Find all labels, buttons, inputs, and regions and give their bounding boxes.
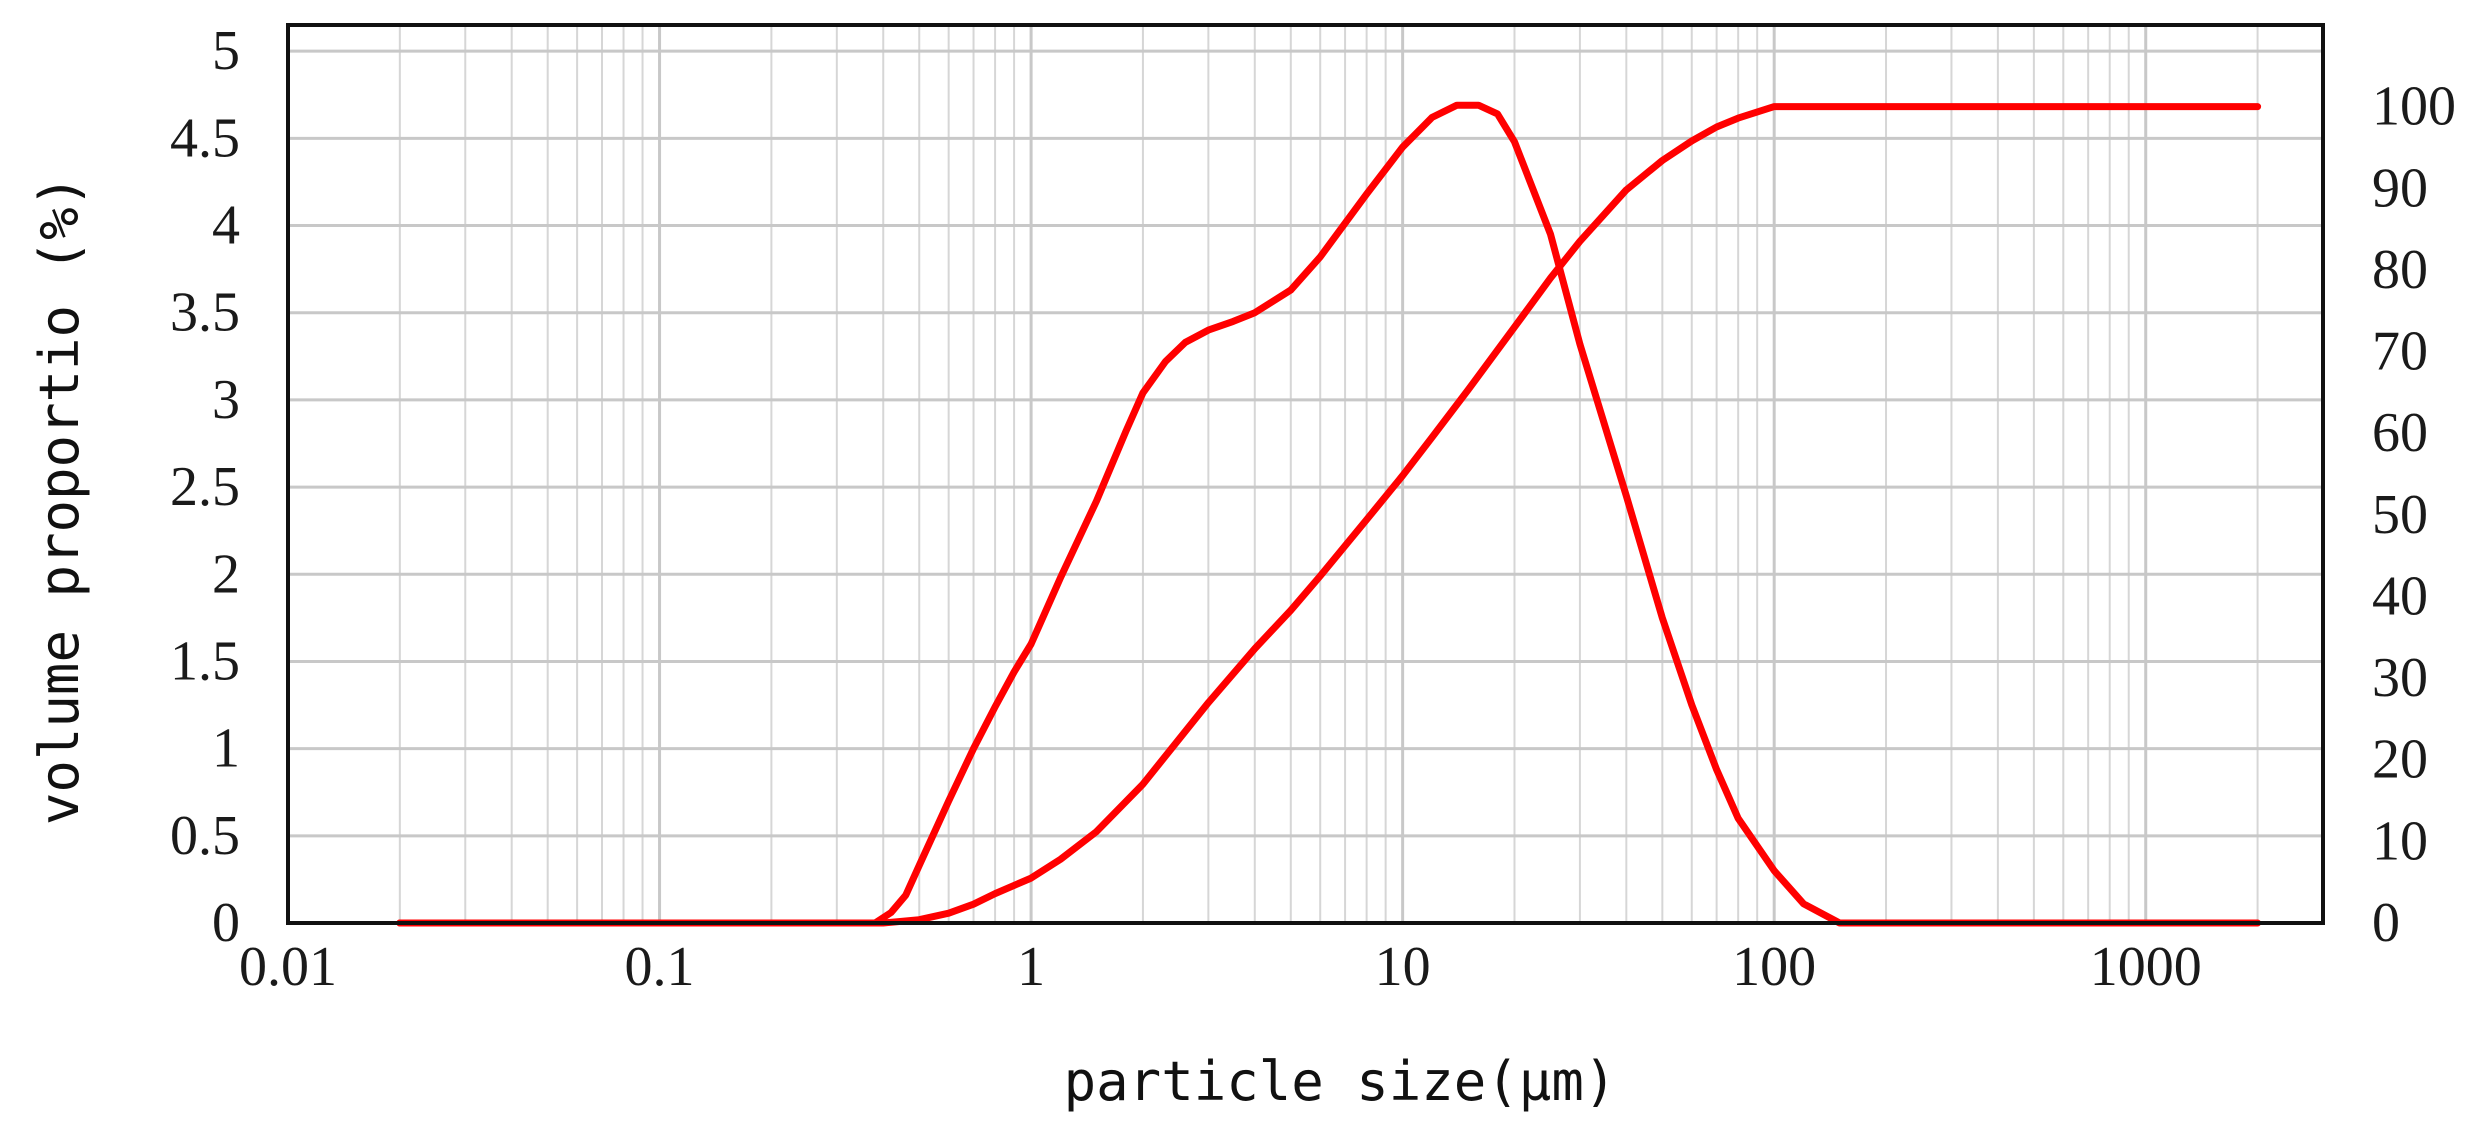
y2-tick-label: 30 (2372, 647, 2428, 709)
y2-tick-label: 40 (2372, 565, 2428, 627)
distribution-curve (396, 101, 2262, 927)
y-axis-title: volume proportio (%) (28, 175, 91, 825)
y2-tick-label: 70 (2372, 321, 2428, 383)
y-tick-label: 1.5 (170, 630, 240, 692)
y2-tick-label: 60 (2372, 402, 2428, 464)
x-axis-title: particle size(μm) (1064, 1050, 1617, 1113)
grid (286, 25, 2324, 925)
y2-tick-label: 20 (2372, 729, 2428, 791)
y-tick-label: 3.5 (170, 282, 240, 344)
x-tick-label: 1 (1017, 936, 1045, 998)
y-tick-label: 2.5 (170, 456, 240, 518)
x-tick-label: 100 (1732, 936, 1816, 998)
x-tick-label: 0.1 (625, 936, 695, 998)
y2-tick-label: 90 (2372, 157, 2428, 219)
y-tick-label: 4.5 (170, 107, 240, 169)
tick-labels: 00.511.522.533.544.550102030405060708090… (170, 20, 2456, 998)
x-tick-label: 10 (1375, 936, 1431, 998)
y-tick-label: 5 (212, 20, 240, 82)
y-tick-label: 0 (212, 892, 240, 954)
y2-tick-label: 10 (2372, 810, 2428, 872)
y-tick-label: 4 (212, 195, 240, 257)
y-tick-label: 2 (212, 543, 240, 605)
y-tick-label: 3 (212, 369, 240, 431)
y2-tick-label: 80 (2372, 239, 2428, 301)
cumulative-curve (396, 103, 2262, 927)
plot-frame (286, 23, 2325, 925)
x-tick-label: 0.01 (239, 936, 337, 998)
curves (396, 101, 2262, 927)
y2-tick-label: 0 (2372, 892, 2400, 954)
y2-tick-label: 50 (2372, 484, 2428, 546)
y2-tick-label: 100 (2372, 76, 2456, 138)
y-tick-label: 0.5 (170, 805, 240, 867)
x-tick-label: 1000 (2090, 936, 2202, 998)
y-tick-label: 1 (212, 718, 240, 780)
